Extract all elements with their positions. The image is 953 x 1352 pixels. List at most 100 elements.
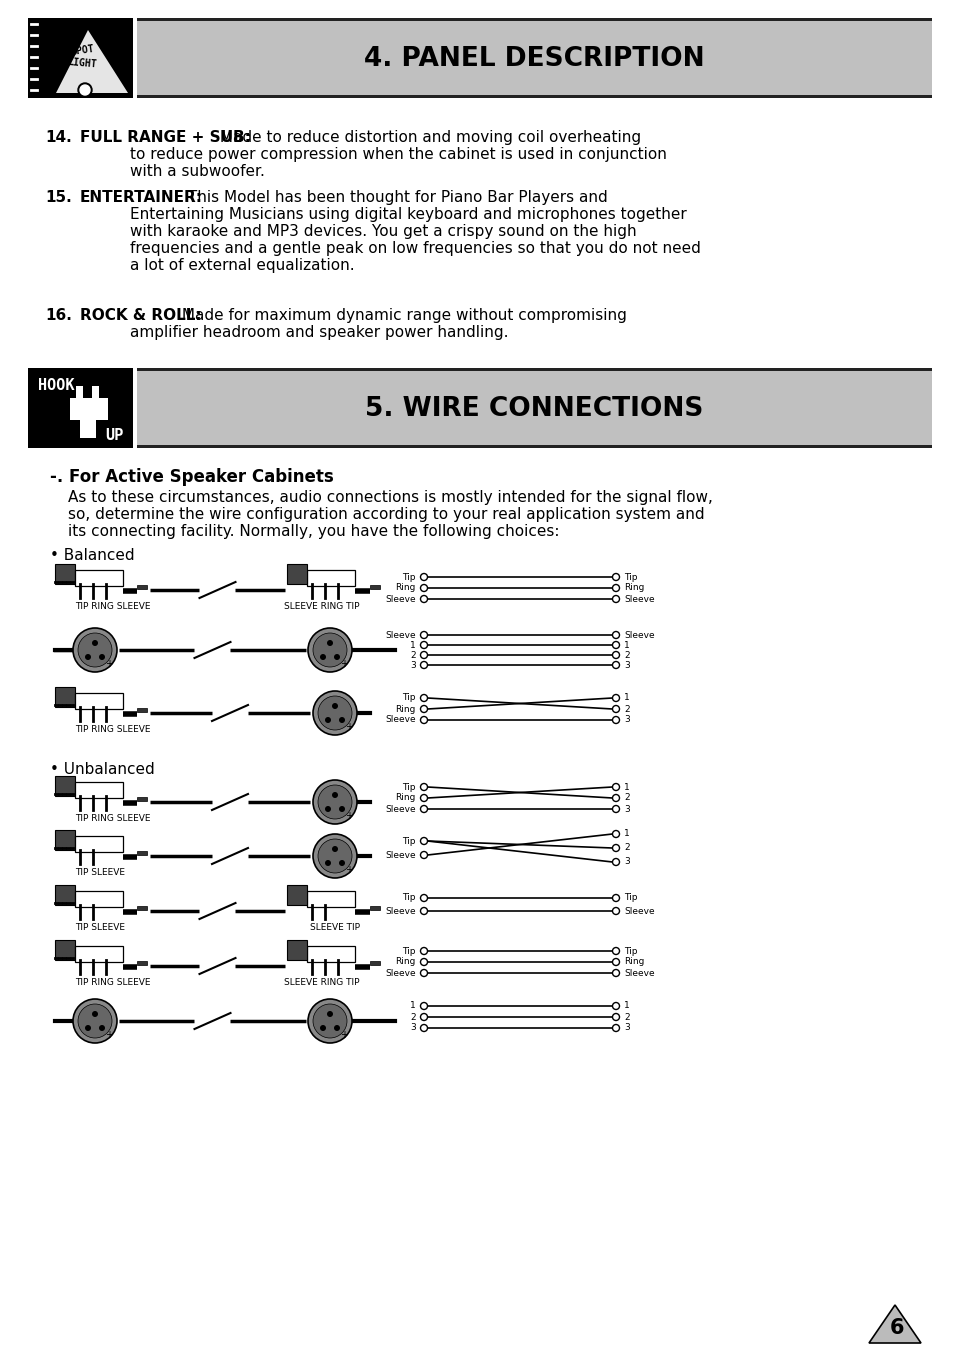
Circle shape <box>317 786 352 819</box>
Circle shape <box>85 654 91 660</box>
Text: HOOK: HOOK <box>38 379 74 393</box>
Text: 3: 3 <box>623 857 629 867</box>
Text: TIP RING SLEEVE: TIP RING SLEEVE <box>75 814 151 823</box>
Text: TIP RING SLEEVE: TIP RING SLEEVE <box>75 977 151 987</box>
Circle shape <box>420 795 427 802</box>
Text: Sleeve: Sleeve <box>385 715 416 725</box>
Text: 2: 2 <box>623 794 629 803</box>
Text: TIP RING SLEEVE: TIP RING SLEEVE <box>75 725 151 734</box>
Circle shape <box>612 641 618 649</box>
Circle shape <box>91 639 98 646</box>
Bar <box>91 387 99 397</box>
Bar <box>28 368 132 448</box>
Text: Made to reduce distortion and moving coil overheating: Made to reduce distortion and moving coi… <box>214 130 640 145</box>
Text: -. For Active Speaker Cabinets: -. For Active Speaker Cabinets <box>50 468 334 485</box>
Text: amplifier headroom and speaker power handling.: amplifier headroom and speaker power han… <box>130 324 508 339</box>
Circle shape <box>99 1025 105 1032</box>
Circle shape <box>334 1025 339 1032</box>
Text: 1: 1 <box>410 1002 416 1010</box>
Text: LIGHT: LIGHT <box>68 57 98 69</box>
Text: Sleeve: Sleeve <box>623 630 654 639</box>
Circle shape <box>612 584 618 592</box>
Circle shape <box>325 806 331 813</box>
Polygon shape <box>56 30 128 93</box>
Circle shape <box>612 948 618 955</box>
Circle shape <box>91 1011 98 1017</box>
Circle shape <box>420 652 427 658</box>
Bar <box>75 781 123 798</box>
Circle shape <box>327 1011 333 1017</box>
Circle shape <box>612 969 618 976</box>
Text: Tip: Tip <box>402 572 416 581</box>
Text: +: + <box>345 811 353 821</box>
Text: a lot of external equalization.: a lot of external equalization. <box>130 258 355 273</box>
Text: Sleeve: Sleeve <box>385 906 416 915</box>
Text: Ring: Ring <box>395 794 416 803</box>
Bar <box>75 946 123 963</box>
Text: 1: 1 <box>623 694 629 703</box>
Circle shape <box>612 695 618 702</box>
Text: +: + <box>105 658 112 669</box>
Text: Sleeve: Sleeve <box>623 906 654 915</box>
Text: 16.: 16. <box>45 308 71 323</box>
Text: As to these circumstances, audio connections is mostly intended for the signal f: As to these circumstances, audio connect… <box>68 489 712 506</box>
Circle shape <box>612 1025 618 1032</box>
Circle shape <box>612 830 618 837</box>
Text: ROCK & ROLL:: ROCK & ROLL: <box>80 308 201 323</box>
Circle shape <box>78 633 112 667</box>
Text: Tip: Tip <box>402 894 416 903</box>
Text: Sleeve: Sleeve <box>385 804 416 814</box>
Bar <box>307 571 355 585</box>
Bar <box>370 906 379 910</box>
Text: frequencies and a gentle peak on low frequencies so that you do not need: frequencies and a gentle peak on low fre… <box>130 241 700 256</box>
Circle shape <box>313 633 347 667</box>
Bar <box>28 18 132 97</box>
Text: 1: 1 <box>623 783 629 791</box>
Circle shape <box>420 895 427 902</box>
Circle shape <box>308 999 352 1042</box>
Circle shape <box>420 784 427 791</box>
Text: Entertaining Musicians using digital keyboard and microphones together: Entertaining Musicians using digital key… <box>130 207 686 222</box>
Circle shape <box>420 1025 427 1032</box>
Bar <box>370 585 379 589</box>
Text: Ring: Ring <box>623 584 643 592</box>
Circle shape <box>612 706 618 713</box>
Circle shape <box>313 1005 347 1038</box>
Text: 2: 2 <box>410 650 416 660</box>
Text: so, determine the wire configuration according to your real application system a: so, determine the wire configuration acc… <box>68 507 704 522</box>
Circle shape <box>73 627 117 672</box>
Circle shape <box>319 654 326 660</box>
Circle shape <box>420 661 427 668</box>
Text: Ring: Ring <box>395 704 416 714</box>
Text: 1: 1 <box>623 641 629 649</box>
Bar <box>55 776 75 796</box>
Text: 1: 1 <box>623 1002 629 1010</box>
Text: 3: 3 <box>623 715 629 725</box>
Text: 3: 3 <box>623 1023 629 1033</box>
Circle shape <box>420 631 427 638</box>
Circle shape <box>319 1025 326 1032</box>
Text: • Unbalanced: • Unbalanced <box>50 763 154 777</box>
Bar <box>75 694 123 708</box>
Bar <box>75 836 123 852</box>
Circle shape <box>308 627 352 672</box>
Circle shape <box>317 840 352 873</box>
Text: SLEEVE RING TIP: SLEEVE RING TIP <box>284 977 359 987</box>
Bar <box>137 18 931 97</box>
Text: with karaoke and MP3 devices. You get a crispy sound on the high: with karaoke and MP3 devices. You get a … <box>130 224 636 239</box>
Circle shape <box>612 631 618 638</box>
Bar <box>55 830 75 850</box>
Bar <box>137 18 931 22</box>
Circle shape <box>332 846 337 852</box>
Circle shape <box>332 703 337 708</box>
Text: 2: 2 <box>410 1013 416 1022</box>
Text: Ring: Ring <box>395 957 416 967</box>
Circle shape <box>612 1014 618 1021</box>
Bar <box>287 940 307 960</box>
Circle shape <box>612 895 618 902</box>
Circle shape <box>612 595 618 603</box>
Circle shape <box>325 717 331 723</box>
Circle shape <box>73 999 117 1042</box>
Text: 3: 3 <box>623 804 629 814</box>
Bar <box>55 886 75 904</box>
